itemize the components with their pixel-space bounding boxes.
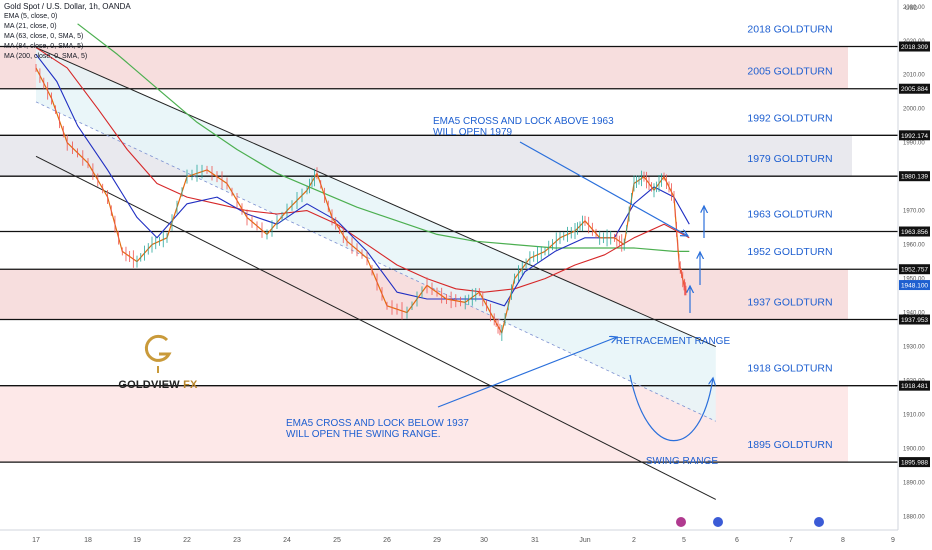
channel-mid-line — [35, 101, 716, 422]
indicator-ma21: MA (21, close, 0) — [4, 23, 57, 30]
channel-lower-line — [35, 155, 717, 500]
x-tick-label: 24 — [283, 537, 291, 544]
chart-legend: Gold Spot / U.S. Dollar, 1h, OANDA EMA (… — [4, 2, 131, 62]
annotation-below-1937: EMA5 CROSS AND LOCK BELOW 1937 — [286, 418, 469, 429]
zone-upper-2018-2005 — [0, 46, 848, 89]
y-tick-label: 1930.00 — [903, 345, 925, 351]
y-tick-label: 2000.00 — [903, 107, 925, 113]
y-tick-label: 1990.00 — [903, 141, 925, 147]
annotation-above-1963: EMA5 CROSS AND LOCK ABOVE 1963 — [433, 116, 614, 127]
price-badge-label: 1918.481 — [901, 383, 928, 390]
price-badge-bg — [899, 314, 930, 325]
annotation-above-1963: WILL OPEN 1979 — [433, 127, 513, 138]
channel-fill — [36, 47, 716, 422]
series-ma200 — [77, 23, 690, 252]
y-axis-unit: USD — [905, 6, 918, 12]
price-badge-label: 2018.309 — [901, 44, 928, 51]
x-tick-label: 30 — [480, 537, 488, 544]
event-icon-us-flag — [713, 517, 723, 527]
y-tick-label: 1890.00 — [903, 480, 925, 486]
x-tick-label: 7 — [789, 537, 793, 544]
x-tick-label: 23 — [233, 537, 241, 544]
arrow-to-1963 — [519, 141, 688, 236]
price-badge-bg — [899, 380, 930, 391]
x-tick-label: 17 — [32, 537, 40, 544]
x-tick-label: 31 — [531, 537, 539, 544]
arrow-to-retracement — [437, 337, 617, 408]
price-badge-label: 1937.953 — [901, 317, 928, 324]
x-tick-label: 2 — [632, 537, 636, 544]
price-badge-bg — [899, 83, 930, 94]
y-tick-label: 1880.00 — [903, 514, 925, 520]
price-badge-bg — [899, 226, 930, 237]
price-badge-label: 1963.856 — [901, 229, 928, 236]
y-tick-label: 1950.00 — [903, 277, 925, 283]
goldturn-label: 1979 GOLDTURN — [747, 153, 832, 165]
annotation-below-1937: WILL OPEN THE SWING RANGE. — [286, 429, 440, 440]
logo-g-icon — [144, 334, 172, 373]
x-tick-label: 25 — [333, 537, 341, 544]
channel-upper-line — [35, 47, 717, 347]
price-badge-label: 1980.139 — [901, 174, 928, 181]
y-tick-label: 2030.00 — [903, 5, 925, 11]
goldturn-label: 1918 GOLDTURN — [747, 363, 832, 375]
y-tick-label: 1960.00 — [903, 243, 925, 249]
price-badge-bg — [899, 171, 930, 182]
y-tick-label: 2010.00 — [903, 73, 925, 79]
goldturn-label: 2018 GOLDTURN — [747, 24, 832, 36]
indicator-ema5: EMA (5, close, 0) — [4, 13, 58, 20]
price-badge-label: 1895.988 — [901, 460, 928, 467]
goldturn-label: 2005 GOLDTURN — [747, 66, 832, 78]
arrow-swing-curve — [629, 374, 713, 442]
y-tick-label: 1910.00 — [903, 412, 925, 418]
event-icon-us-flag-2 — [814, 517, 824, 527]
x-tick-label: 19 — [133, 537, 141, 544]
logo-text: GOLDVIEW FX — [118, 379, 198, 391]
x-tick-label: 9 — [891, 537, 895, 544]
price-badge-bg — [899, 130, 930, 141]
series-ma63 — [35, 47, 690, 293]
indicator-ma63: MA (63, close, 0, SMA, 5) — [4, 33, 84, 40]
x-tick-label: 8 — [841, 537, 845, 544]
price-badge-bg — [899, 264, 930, 275]
price-badge-label: 1948.100 — [901, 283, 928, 290]
goldturn-label: 1952 GOLDTURN — [747, 246, 832, 258]
x-tick-label: 5 — [682, 537, 686, 544]
x-tick-label: 22 — [183, 537, 191, 544]
y-tick-label: 1970.00 — [903, 209, 925, 215]
x-tick-label: 29 — [433, 537, 441, 544]
price-badge-label: 1952.757 — [901, 267, 928, 274]
goldturn-label: 1895 GOLDTURN — [747, 439, 832, 451]
price-badge-bg — [899, 280, 930, 291]
goldturn-label: 1992 GOLDTURN — [747, 112, 832, 124]
goldturn-label: 1963 GOLDTURN — [747, 209, 832, 221]
price-badge-bg — [899, 41, 930, 52]
y-tick-label: 1900.00 — [903, 446, 925, 452]
annotation-swing-range: SWING RANGE — [646, 456, 719, 467]
indicator-ma200: MA (200, close, 0, SMA, 5) — [4, 53, 88, 60]
price-badge-label: 2005.884 — [901, 86, 928, 93]
x-tick-label: Jun — [579, 537, 590, 544]
annotation-retracement-range: RETRACEMENT RANGE — [616, 336, 731, 347]
price-badge-label: 1992.174 — [901, 133, 928, 140]
chart-title: Gold Spot / U.S. Dollar, 1h, OANDA — [4, 2, 131, 11]
goldturn-label: 1937 GOLDTURN — [747, 297, 832, 309]
indicator-ma84: MA (84, close, 0, SMA, 5) — [4, 43, 84, 50]
goldview-logo: GOLDVIEW FX — [118, 332, 198, 391]
y-tick-label: 1940.00 — [903, 311, 925, 317]
x-tick-label: 6 — [735, 537, 739, 544]
x-tick-label: 26 — [383, 537, 391, 544]
x-tick-label: 18 — [84, 537, 92, 544]
event-icon-flash — [676, 517, 686, 527]
price-badge-bg — [899, 457, 930, 468]
